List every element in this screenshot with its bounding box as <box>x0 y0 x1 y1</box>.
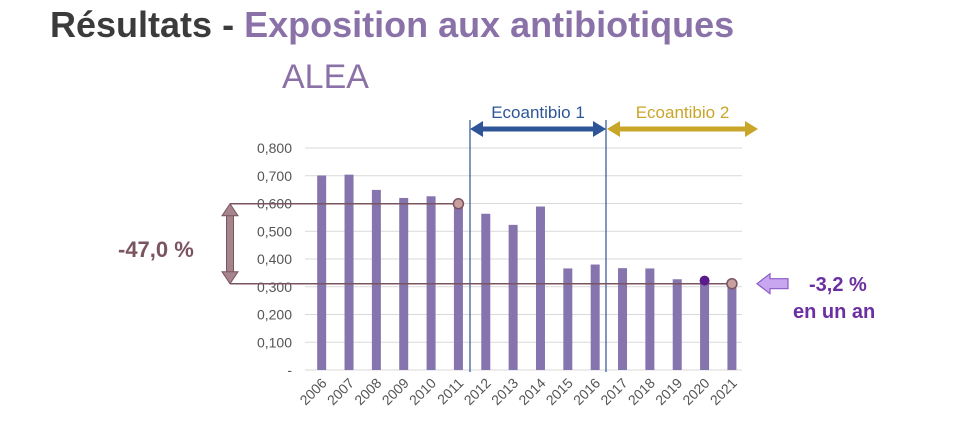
x-tick-label: 2010 <box>406 375 439 408</box>
marker-2021 <box>726 277 738 290</box>
bar-2017 <box>618 268 628 370</box>
bar-2018 <box>645 268 655 370</box>
decrease-arrow-shaft <box>226 214 234 274</box>
bar-2012 <box>481 213 491 370</box>
y-tick-label: 0,500 <box>257 223 292 239</box>
x-tick-label: 2014 <box>515 375 548 408</box>
y-tick-label: 0,100 <box>257 334 292 350</box>
y-tick-label: - <box>287 362 292 378</box>
y-tick-label: 0,300 <box>257 279 292 295</box>
page-title: Résultats - Exposition aux antibiotiques <box>50 4 734 46</box>
x-tick-label: 2011 <box>434 375 467 408</box>
x-tick-label: 2006 <box>296 375 329 408</box>
title-separator: - <box>212 4 245 45</box>
x-tick-label: 2019 <box>652 375 685 408</box>
bar-2007 <box>344 174 354 370</box>
x-tick-label: 2009 <box>379 375 412 408</box>
x-tick-label: 2018 <box>625 375 658 408</box>
bar-2008 <box>371 189 381 370</box>
x-tick-label: 2007 <box>324 375 357 408</box>
period-arrow-head-right <box>745 121 758 137</box>
bar-2020 <box>700 280 710 370</box>
right-change-sublabel: en un an <box>793 301 875 323</box>
bar-2011 <box>453 203 463 370</box>
bar-2013 <box>508 224 518 370</box>
marker-2011 <box>452 198 465 210</box>
period-label: Ecoantibio 2 <box>636 103 730 122</box>
reference-layer <box>221 198 789 295</box>
period-layer: Ecoantibio 1 Ecoantibio 2 <box>469 103 758 372</box>
left-change-label: -47,0 % <box>118 237 194 262</box>
period-label: Ecoantibio 1 <box>491 103 585 122</box>
x-tick-label: 2021 <box>707 375 740 408</box>
y-axis-ticks: -0,1000,2000,3000,4000,5000,6000,7000,80… <box>257 140 292 378</box>
annual-change-arrow-icon <box>756 272 789 295</box>
x-tick-label: 2013 <box>488 375 521 408</box>
bar-2006 <box>317 175 327 370</box>
bar-2021 <box>727 283 737 370</box>
title-part2: Exposition aux antibiotiques <box>244 4 735 45</box>
title-part1: Résultats <box>50 4 213 45</box>
y-tick-label: 0,800 <box>257 140 292 156</box>
period-arrow-head-left <box>607 121 620 137</box>
bar-2016 <box>590 264 600 370</box>
right-change-label: -3,2 % <box>809 274 867 296</box>
x-axis-ticks: 2006200720082009201020112012201320142015… <box>296 375 740 408</box>
bar-2019 <box>672 279 682 370</box>
page-subtitle: ALEA <box>282 58 369 96</box>
x-tick-label: 2020 <box>679 375 712 408</box>
bar-2014 <box>535 206 545 370</box>
y-tick-label: 0,400 <box>257 251 292 267</box>
marker-2020 <box>699 275 710 286</box>
period-arrow-head-right <box>593 121 606 137</box>
y-tick-label: 0,200 <box>257 307 292 323</box>
y-tick-label: 0,700 <box>257 168 292 184</box>
x-tick-label: 2008 <box>351 375 384 408</box>
x-tick-label: 2012 <box>461 375 494 408</box>
x-tick-label: 2017 <box>597 375 630 408</box>
x-tick-label: 2015 <box>543 375 576 408</box>
x-tick-label: 2016 <box>570 375 603 408</box>
decrease-arrow-head-down <box>221 271 239 285</box>
decrease-arrow-head-up <box>221 202 239 217</box>
bar-2015 <box>563 268 573 370</box>
period-arrow-head-left <box>470 121 483 137</box>
